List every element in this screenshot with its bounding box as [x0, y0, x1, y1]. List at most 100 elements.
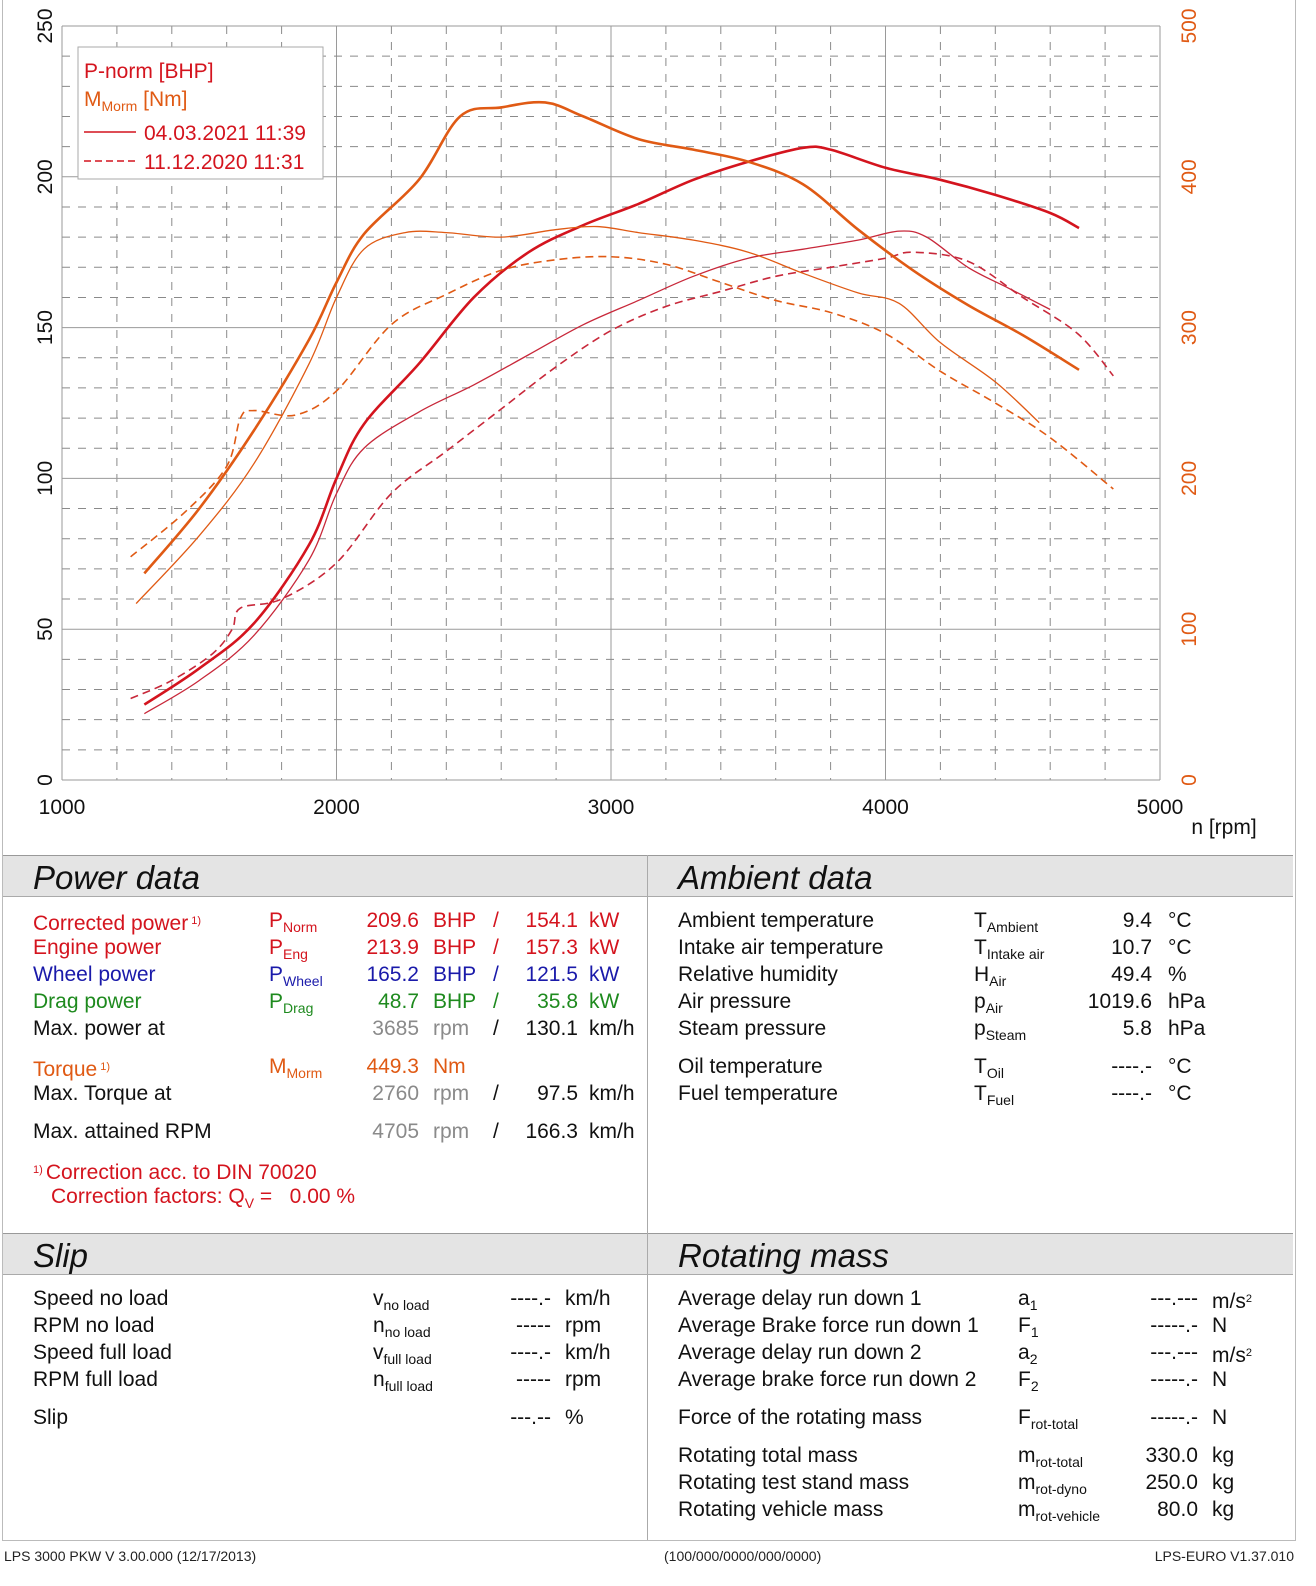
- ambient-symbol: HAir: [974, 963, 1007, 989]
- ambient-data-panel: Ambient data Ambient temperature TAmbient…: [648, 855, 1293, 1234]
- power-value-1: 48.7: [378, 990, 419, 1013]
- ambient-value: 10.7: [1111, 936, 1152, 959]
- power-unit-1: rpm: [433, 1120, 470, 1143]
- ambient-label: Steam pressure: [678, 1017, 827, 1040]
- power-unit-1: Nm: [433, 1055, 466, 1078]
- power-value-2: 130.1: [525, 1017, 578, 1040]
- ambient-value: 49.4: [1111, 963, 1152, 986]
- slip-title: Slip: [3, 1234, 647, 1275]
- y-left-tick-label: 100: [34, 461, 57, 496]
- ambient-symbol: TOil: [974, 1055, 1004, 1081]
- slip-label: Speed full load: [33, 1341, 172, 1364]
- rotating-mass-value: ---.---: [1150, 1287, 1198, 1310]
- ambient-unit: hPa: [1168, 990, 1206, 1013]
- rotating-mass-value: -----.-: [1150, 1406, 1198, 1429]
- power-value-2: 166.3: [525, 1120, 578, 1143]
- y-right-tick-label: 200: [1178, 461, 1201, 496]
- rotating-mass-label: Rotating total mass: [678, 1444, 858, 1467]
- footnote-ref: 1): [97, 1061, 111, 1073]
- ambient-label: Air pressure: [678, 990, 792, 1013]
- separator: /: [493, 963, 499, 986]
- slip-symbol: nfull load: [373, 1368, 433, 1394]
- power-unit-1: BHP: [433, 909, 477, 932]
- footnote-correction-factors: Correction factors: QV = 0.00 %: [51, 1185, 356, 1211]
- y-left-tick-label: 0: [34, 774, 57, 786]
- panel-divider: [647, 855, 648, 1540]
- rotating-mass-unit: m/s2: [1212, 1290, 1252, 1313]
- ambient-value: 5.8: [1122, 1017, 1152, 1040]
- ambient-unit: °C: [1168, 936, 1192, 959]
- rotating-mass-value: ---.---: [1150, 1341, 1198, 1364]
- separator: /: [493, 936, 499, 959]
- y-left-tick-label: 250: [34, 8, 57, 43]
- rotating-mass-symbol: mrot-vehicle: [1018, 1498, 1101, 1524]
- rotating-mass-unit: kg: [1212, 1498, 1235, 1521]
- power-value-2: 97.5: [537, 1082, 578, 1105]
- rotating-mass-label: Rotating test stand mass: [678, 1471, 910, 1494]
- power-value-1: 3685: [372, 1017, 419, 1040]
- y-left-tick-label: 200: [34, 159, 57, 194]
- power-data-title: Power data: [3, 856, 647, 897]
- x-tick-label: 4000: [862, 796, 909, 819]
- power-unit-2: kW: [589, 990, 620, 1013]
- rotating-mass-label: Average brake force run down 2: [678, 1368, 977, 1391]
- power-value-1: 165.2: [366, 963, 419, 986]
- chart-series: [130, 100, 1114, 715]
- power-label: Corrected power 1): [33, 912, 202, 935]
- footer-code: (100/000/0000/000/0000): [664, 1548, 822, 1564]
- rotating-mass-label: Average delay run down 2: [678, 1341, 922, 1364]
- rotating-mass-label: Force of the rotating mass: [678, 1406, 922, 1429]
- power-unit-1: rpm: [433, 1017, 470, 1040]
- power-unit-2: km/h: [589, 1017, 635, 1040]
- ambient-value: ----.-: [1111, 1082, 1152, 1105]
- slip-label: RPM full load: [33, 1368, 158, 1391]
- ambient-unit: °C: [1168, 909, 1192, 932]
- separator: /: [493, 1082, 499, 1105]
- footnote-correction-standard: 1) Correction acc. to DIN 70020: [33, 1161, 317, 1184]
- rotating-mass-symbol: F2: [1018, 1368, 1039, 1394]
- ambient-label: Ambient temperature: [678, 909, 875, 932]
- rotating-mass-symbol: Frot-total: [1018, 1406, 1079, 1432]
- rotating-mass-unit: m/s2: [1212, 1344, 1252, 1367]
- ambient-symbol: TAmbient: [974, 909, 1039, 935]
- power-value-1: 2760: [372, 1082, 419, 1105]
- power-symbol: PDrag: [269, 990, 314, 1016]
- rotating-mass-unit: N: [1212, 1406, 1228, 1429]
- y-right-tick-label: 100: [1178, 612, 1201, 647]
- rotating-mass-label: Average delay run down 1: [678, 1287, 922, 1310]
- footnote-ref: 1): [188, 915, 202, 927]
- ambient-label: Intake air temperature: [678, 936, 884, 959]
- footer-dyno-version: LPS-EURO V1.37.010: [1154, 1548, 1294, 1564]
- slip-label: RPM no load: [33, 1314, 155, 1337]
- separator: /: [493, 1017, 499, 1040]
- power-label: Wheel power: [33, 963, 156, 986]
- power-unit-1: rpm: [433, 1082, 470, 1105]
- y-right-tick-label: 500: [1178, 8, 1201, 43]
- legend-mnorm: MMorm [Nm]: [84, 88, 187, 114]
- ambient-label: Relative humidity: [678, 963, 838, 986]
- rotating-mass-title: Rotating mass: [648, 1234, 1293, 1275]
- rotating-mass-unit: kg: [1212, 1471, 1235, 1494]
- power-unit-2: km/h: [589, 1082, 635, 1105]
- slip-value: -----: [516, 1314, 551, 1337]
- series-line-2: [130, 251, 1114, 700]
- report-frame: [2, 0, 1296, 1541]
- slip-unit: km/h: [565, 1341, 611, 1364]
- rotating-mass-value: 80.0: [1157, 1498, 1198, 1521]
- series-line-1: [144, 230, 1051, 715]
- y-right-tick-label: 300: [1178, 310, 1201, 345]
- slip-value: ---.--: [510, 1406, 551, 1429]
- chart-legend: P-norm [BHP] MMorm [Nm] 04.03.2021 11:39…: [77, 46, 324, 180]
- footer-software-version: LPS 3000 PKW V 3.00.000 (12/17/2013): [4, 1548, 257, 1564]
- rotating-mass-symbol: a1: [1018, 1287, 1038, 1313]
- power-symbol: MMorm: [269, 1055, 323, 1081]
- rotating-mass-value: 330.0: [1145, 1444, 1198, 1467]
- power-unit-2: kW: [589, 963, 620, 986]
- chart-grid: [61, 25, 1161, 781]
- rotating-mass-unit: kg: [1212, 1444, 1235, 1467]
- rotating-mass-symbol: a2: [1018, 1341, 1038, 1367]
- y-left-tick-label: 50: [34, 618, 57, 641]
- rotating-mass-value: 250.0: [1145, 1471, 1198, 1494]
